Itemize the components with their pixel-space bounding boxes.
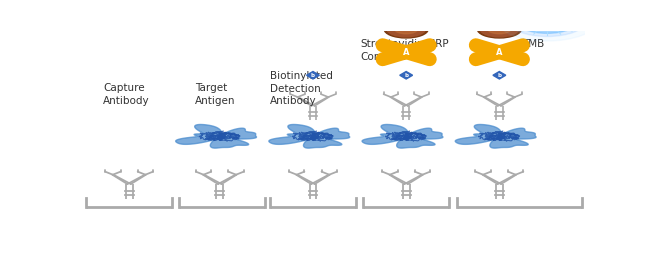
Circle shape: [517, 43, 528, 48]
Circle shape: [387, 22, 425, 37]
Circle shape: [480, 22, 519, 37]
Text: TMB: TMB: [522, 39, 544, 49]
Text: Target
Antigen: Target Antigen: [194, 83, 235, 106]
Circle shape: [517, 57, 528, 62]
Circle shape: [477, 21, 521, 38]
Polygon shape: [176, 125, 257, 148]
Circle shape: [497, 1, 597, 41]
Text: A: A: [403, 48, 410, 57]
Polygon shape: [362, 125, 443, 148]
Circle shape: [509, 6, 586, 36]
Polygon shape: [400, 72, 413, 79]
Circle shape: [377, 43, 388, 48]
Polygon shape: [493, 72, 506, 79]
Polygon shape: [307, 72, 319, 79]
Circle shape: [395, 25, 418, 34]
Circle shape: [424, 57, 436, 62]
Polygon shape: [269, 125, 350, 148]
Text: Streptavidin-HRP
Complex: Streptavidin-HRP Complex: [361, 39, 449, 62]
Circle shape: [377, 57, 388, 62]
Text: b: b: [497, 73, 501, 78]
Text: HRP: HRP: [491, 26, 508, 32]
Circle shape: [424, 43, 436, 48]
Text: b: b: [311, 73, 315, 78]
Text: b: b: [404, 73, 408, 78]
Circle shape: [517, 9, 578, 33]
Circle shape: [525, 12, 570, 30]
Circle shape: [384, 21, 428, 38]
Circle shape: [470, 43, 482, 48]
Circle shape: [470, 57, 482, 62]
Text: Biotinylated
Detection
Antibody: Biotinylated Detection Antibody: [270, 71, 333, 106]
Polygon shape: [455, 125, 536, 148]
Text: HRP: HRP: [398, 26, 414, 32]
Text: Capture
Antibody: Capture Antibody: [103, 83, 150, 106]
Circle shape: [537, 17, 558, 25]
Text: A: A: [496, 48, 502, 57]
Circle shape: [488, 25, 511, 34]
